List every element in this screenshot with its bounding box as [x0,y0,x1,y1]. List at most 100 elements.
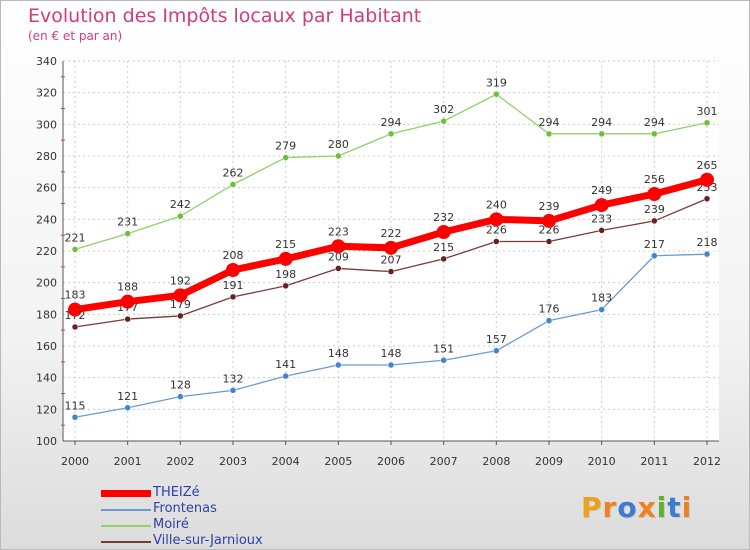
x-tick-label: 2006 [377,455,405,468]
data-point-frontenas [124,404,131,411]
x-tick-label: 2005 [324,455,352,468]
data-label-ville-sur-jarnioux: 209 [328,250,349,263]
data-label-frontenas: 128 [170,379,191,392]
data-label-theiz-: 192 [170,274,191,287]
data-label-theiz-: 265 [697,159,718,172]
data-label-moir-: 319 [486,76,507,89]
legend-swatch [101,525,151,527]
data-point-frontenas [651,252,658,259]
x-tick-label: 2009 [535,455,563,468]
logo-letter: P [581,491,603,524]
legend-item: Frontenas [101,501,341,518]
data-label-moir-: 294 [644,116,665,129]
logo-letter: t [667,491,682,524]
data-label-moir-: 294 [539,116,560,129]
y-tick-label: 340 [36,55,57,68]
data-point-theiz- [647,187,662,201]
data-point-moir- [335,152,342,160]
data-label-ville-sur-jarnioux: 239 [644,203,665,216]
data-point-theiz- [331,239,346,254]
legend-swatch [101,509,151,511]
data-label-frontenas: 176 [539,303,560,316]
data-point-moir- [440,117,447,125]
data-label-frontenas: 141 [275,358,296,371]
data-label-theiz-: 249 [591,184,612,197]
data-point-theiz- [120,294,135,309]
y-tick-label: 240 [36,213,57,226]
data-label-ville-sur-jarnioux: 226 [486,224,507,237]
legend-label: Ville-sur-Jarnioux [153,533,263,548]
y-tick-label: 100 [36,435,57,448]
legend-label: THEIZé [153,485,200,500]
data-label-ville-sur-jarnioux: 233 [591,212,612,225]
logo-letter: i [656,491,668,524]
data-point-ville-sur-jarnioux [651,217,658,225]
data-point-moir- [387,130,395,138]
data-label-theiz-: 215 [275,238,296,251]
data-label-frontenas: 183 [591,292,612,305]
data-label-theiz-: 256 [644,173,665,186]
data-label-theiz-: 222 [381,227,402,240]
data-point-moir- [71,246,79,253]
y-tick-label: 140 [36,372,57,385]
data-point-frontenas [545,317,553,324]
y-tick-label: 320 [36,87,57,100]
data-label-theiz-: 223 [328,225,349,238]
data-label-moir-: 279 [275,140,296,153]
data-label-frontenas: 148 [381,347,402,360]
x-tick-label: 2011 [640,455,668,468]
x-tick-label: 2001 [114,455,142,468]
legend-swatch [101,541,151,543]
data-point-theiz- [594,198,609,213]
data-label-ville-sur-jarnioux: 226 [539,224,560,237]
data-point-moir- [229,181,237,188]
data-label-moir-: 294 [591,116,612,129]
data-point-ville-sur-jarnioux [177,312,184,320]
data-point-theiz- [226,263,240,277]
data-label-frontenas: 132 [223,372,244,385]
data-label-ville-sur-jarnioux: 215 [433,241,454,254]
data-point-ville-sur-jarnioux [71,323,79,331]
data-point-ville-sur-jarnioux [703,195,711,202]
data-label-theiz-: 208 [223,249,244,262]
data-label-frontenas: 151 [433,342,454,355]
data-label-ville-sur-jarnioux: 198 [275,268,296,281]
data-point-moir- [545,130,553,138]
logo-letter: x [637,491,657,524]
logo-letter: o [617,491,638,524]
data-label-ville-sur-jarnioux: 207 [381,254,402,267]
chart-title: Evolution des Impôts locaux par Habitant [28,5,422,27]
y-tick-label: 180 [36,308,57,321]
data-label-ville-sur-jarnioux: 191 [223,279,244,292]
data-label-theiz-: 240 [486,198,507,211]
y-tick-label: 280 [36,150,57,163]
data-point-theiz- [68,302,82,317]
data-point-moir- [177,212,184,220]
data-point-moir- [124,230,131,237]
data-label-frontenas: 157 [486,333,507,346]
data-label-frontenas: 217 [644,238,665,251]
data-label-theiz-: 232 [433,211,454,224]
data-point-ville-sur-jarnioux [493,238,500,245]
x-tick-label: 2004 [272,455,300,468]
data-point-theiz- [173,288,188,303]
data-label-theiz-: 239 [539,200,560,213]
data-point-ville-sur-jarnioux [545,238,553,245]
x-tick-label: 2012 [693,455,721,468]
data-point-frontenas [282,372,289,380]
data-label-frontenas: 121 [117,390,138,403]
x-tick-label: 2007 [430,455,458,468]
data-point-frontenas [703,250,711,258]
data-label-moir-: 231 [117,216,138,229]
data-point-frontenas [177,393,184,400]
legend-item: Moiré [101,517,341,534]
data-label-ville-sur-jarnioux: 179 [170,298,191,311]
data-point-ville-sur-jarnioux [598,227,605,234]
y-tick-label: 200 [36,277,57,290]
x-tick-label: 2003 [219,455,247,468]
data-point-ville-sur-jarnioux [124,315,131,323]
data-label-theiz-: 188 [117,281,138,294]
legend-item: THEIZé [101,485,341,502]
data-point-moir- [493,91,500,98]
data-label-theiz-: 183 [65,289,86,302]
